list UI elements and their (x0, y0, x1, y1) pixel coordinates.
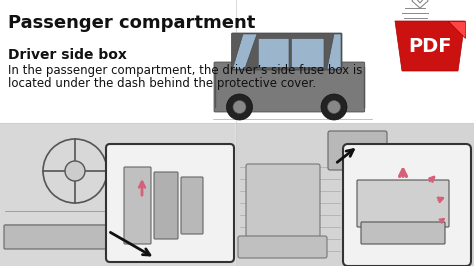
FancyBboxPatch shape (238, 236, 327, 258)
FancyBboxPatch shape (292, 39, 324, 68)
FancyBboxPatch shape (231, 33, 342, 70)
Text: Passenger compartment: Passenger compartment (8, 14, 255, 32)
FancyBboxPatch shape (343, 144, 471, 266)
Bar (0, 123, 235, 266)
Bar (236, 123, 474, 266)
FancyBboxPatch shape (214, 62, 365, 112)
Circle shape (321, 94, 347, 120)
FancyBboxPatch shape (361, 222, 445, 244)
Polygon shape (233, 34, 257, 69)
FancyBboxPatch shape (357, 180, 449, 227)
Circle shape (233, 101, 246, 114)
FancyBboxPatch shape (246, 164, 320, 248)
Circle shape (227, 94, 253, 120)
FancyBboxPatch shape (154, 172, 178, 239)
FancyBboxPatch shape (258, 39, 289, 68)
FancyBboxPatch shape (106, 144, 234, 262)
Polygon shape (395, 21, 465, 71)
Circle shape (65, 161, 85, 181)
FancyBboxPatch shape (124, 167, 151, 244)
Text: located under the dash behind the protective cover.: located under the dash behind the protec… (8, 77, 316, 90)
Text: In the passenger compartment, the driver’s side fuse box is: In the passenger compartment, the driver… (8, 64, 363, 77)
FancyBboxPatch shape (181, 177, 203, 234)
Polygon shape (327, 34, 341, 69)
Bar (0, 123, 474, 266)
FancyBboxPatch shape (328, 131, 387, 170)
Polygon shape (448, 21, 465, 38)
Circle shape (328, 101, 340, 114)
Text: PDF: PDF (408, 36, 452, 56)
Text: Driver side box: Driver side box (8, 48, 127, 62)
FancyBboxPatch shape (4, 225, 181, 249)
